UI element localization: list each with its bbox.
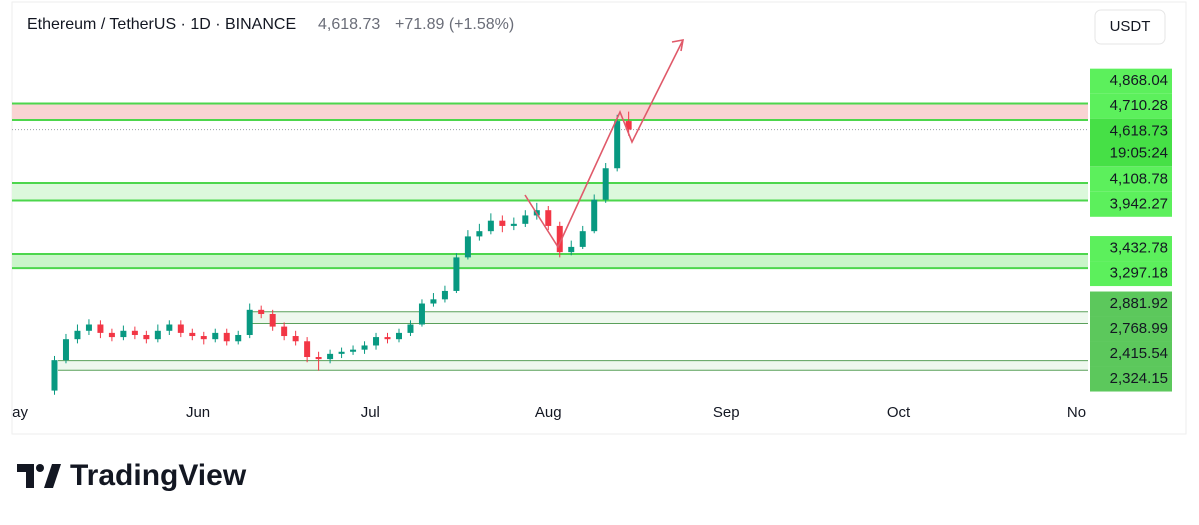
candle-body — [62, 339, 69, 361]
price-label: 3,432.78 — [1110, 240, 1168, 257]
price-label-box — [1090, 118, 1172, 167]
candle-body — [579, 231, 586, 247]
candle-body — [97, 324, 104, 333]
candle-body — [235, 334, 242, 342]
candles — [51, 111, 632, 395]
candle-body — [258, 309, 265, 315]
candle-body — [430, 299, 437, 304]
candle-body — [487, 220, 494, 232]
zone — [12, 183, 1088, 201]
currency-box[interactable] — [1094, 9, 1166, 45]
candle-body — [246, 309, 253, 335]
candle-body — [51, 360, 58, 391]
price-label-box — [1090, 261, 1172, 287]
x-tick-label: Aug — [535, 404, 562, 421]
candle-body — [418, 303, 425, 325]
price-label-box — [1090, 366, 1172, 392]
candle-body — [545, 210, 552, 226]
header-price: 4,618.73 — [318, 16, 380, 33]
candle-body — [85, 324, 92, 331]
candle-body — [476, 231, 483, 237]
price-label-box — [1090, 341, 1172, 367]
candle-body — [522, 215, 529, 224]
zone — [12, 253, 1088, 269]
candle-body — [120, 330, 127, 338]
candle-body — [143, 334, 150, 340]
price-label-box — [1090, 191, 1172, 217]
brand-logo — [17, 464, 61, 488]
price-label: 2,415.54 — [1110, 345, 1168, 362]
currency[interactable]: USDT — [1110, 18, 1151, 35]
candle-body — [510, 223, 517, 226]
candle-body — [338, 351, 345, 354]
candle-body — [464, 236, 471, 258]
candle-body — [614, 121, 621, 169]
candle-body — [602, 168, 609, 200]
zones — [12, 102, 1088, 371]
zone — [12, 103, 1088, 120]
zone — [250, 311, 1088, 324]
price-label-box — [1090, 166, 1172, 192]
countdown: 19:05:24 — [1110, 145, 1168, 162]
header-change: +71.89 (+1.58%) — [395, 16, 514, 33]
price-label-box — [1090, 68, 1172, 94]
projection-arrow — [524, 39, 684, 249]
candle-body — [292, 336, 299, 342]
candle-body — [625, 121, 632, 130]
candle-body — [154, 330, 161, 340]
price-label-box — [1090, 291, 1172, 317]
price-label-box — [1090, 316, 1172, 342]
candle-body — [327, 353, 334, 360]
price-label: 3,297.18 — [1110, 265, 1168, 282]
x-tick-label: Sep — [713, 404, 740, 421]
candle-body — [591, 199, 598, 232]
zone — [58, 360, 1088, 371]
candle-body — [74, 330, 81, 340]
candle-body — [361, 345, 368, 350]
candle-body — [131, 330, 138, 335]
x-tick-label: Oct — [887, 404, 911, 421]
candle-body — [177, 324, 184, 333]
x-tick-label: ay — [12, 404, 28, 421]
candle-body — [315, 357, 322, 360]
price-label: 4,108.78 — [1110, 170, 1168, 187]
candle-body — [350, 349, 357, 352]
candle-body — [407, 324, 414, 333]
candle-body — [108, 332, 115, 338]
price-label: 2,324.15 — [1110, 370, 1168, 387]
x-tick-label: No — [1067, 404, 1086, 421]
candle-body — [269, 314, 276, 327]
last-price-label: 4,618.73 — [1110, 123, 1168, 140]
brand-name: TradingView — [70, 459, 247, 492]
candle-body — [281, 326, 288, 337]
candle-body — [384, 337, 391, 340]
candle-body — [441, 290, 448, 300]
x-tick-label: Jul — [361, 404, 380, 421]
candle-body — [568, 246, 575, 253]
price-label: 2,768.99 — [1110, 320, 1168, 337]
candle-body — [212, 332, 219, 340]
price-label: 4,710.28 — [1110, 97, 1168, 114]
candle-body — [373, 337, 380, 346]
price-label: 3,942.27 — [1110, 195, 1168, 212]
candle-body — [395, 332, 402, 340]
candle-body — [166, 324, 173, 331]
candle-body — [200, 336, 207, 340]
candle-body — [499, 220, 506, 226]
candle-body — [189, 332, 196, 337]
symbol-title: Ethereum / TetherUS · 1D · BINANCE — [27, 16, 296, 33]
candle-body — [304, 341, 311, 358]
arrow-head — [671, 39, 684, 52]
price-label-box — [1090, 93, 1172, 119]
price-label: 2,881.92 — [1110, 295, 1168, 312]
candle-body — [453, 257, 460, 291]
x-tick-label: Jun — [186, 404, 210, 421]
candle-body — [556, 225, 563, 253]
price-label: 4,868.04 — [1110, 72, 1168, 89]
candle-body — [223, 332, 230, 342]
price-labels: 4,868.04 4,710.28 4,618.73 19:05:24 4,108.78… — [1090, 68, 1172, 392]
price-label-box — [1090, 236, 1172, 262]
